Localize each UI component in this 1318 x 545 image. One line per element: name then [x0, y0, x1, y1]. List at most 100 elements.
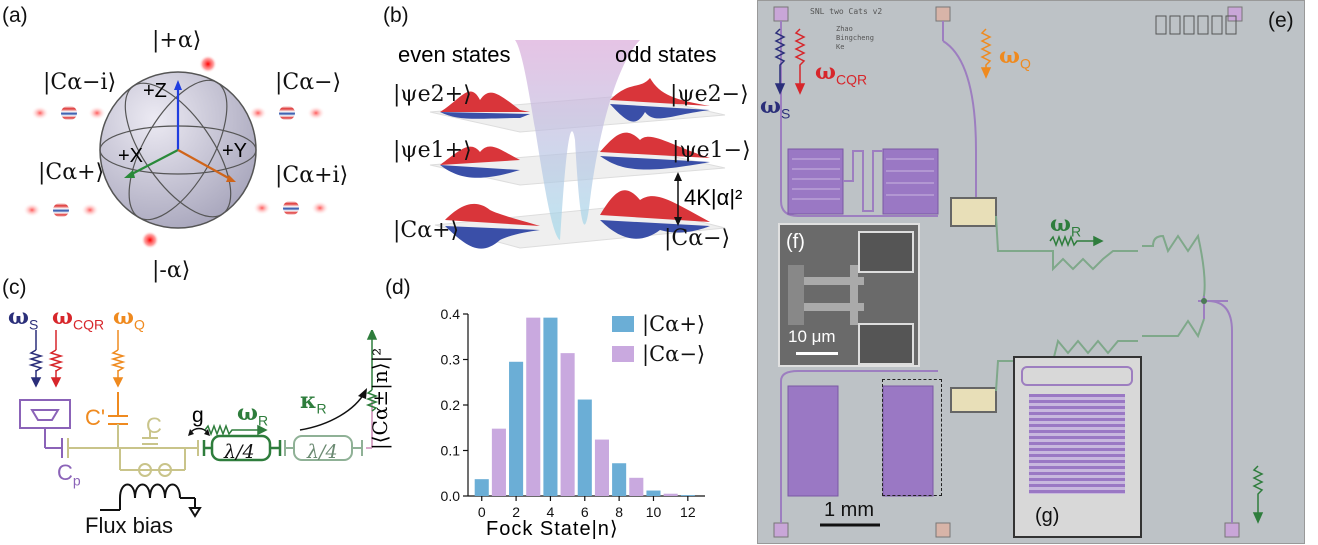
bar-plus-n12	[680, 495, 695, 496]
inset-g-capacitor: (g)	[1013, 356, 1142, 538]
y-tick-label: 0.1	[441, 443, 461, 459]
inset-f-sem: (f) 10 μm	[778, 223, 920, 367]
panel-c-label: (c)	[2, 276, 27, 299]
ket-c-minus: |Cα−⟩	[275, 70, 342, 95]
resonator-lambda4-2	[284, 435, 363, 461]
x-tick-label: 12	[680, 504, 696, 520]
ket-psi-e2-minus: |ψe2−⟩	[670, 82, 749, 107]
cp-label: Cp	[57, 460, 81, 489]
circuit-diagram	[19, 330, 379, 518]
chip-omega-r: ωR	[1050, 211, 1082, 240]
drive-q-arrow	[110, 330, 126, 388]
drive-r-arrow	[204, 423, 268, 437]
panel-e-label: (e)	[1268, 9, 1294, 32]
chip-omega-s: ωS	[760, 93, 791, 122]
bar-minus-n5	[560, 353, 575, 496]
chip-omega-q: ωQ	[999, 43, 1031, 72]
panel-b-label: (b)	[383, 4, 409, 27]
chip-omega-cqr: ωCQR	[815, 59, 868, 88]
cat-state-blob-left-bottom	[23, 203, 99, 217]
bar-minus-n11	[663, 493, 678, 496]
bloch-sphere	[23, 55, 329, 249]
drive-cqr-arrow	[48, 330, 64, 388]
x-tick-label: 4	[547, 504, 555, 520]
ket-c-minus-b: |Cα−⟩	[664, 226, 731, 251]
panel-a-label: (a)	[2, 4, 28, 27]
chip-names-text: Zhao Bingcheng Ke	[836, 25, 874, 51]
chip-title-text: SNL two Cats v2	[810, 7, 883, 16]
bar-minus-n3	[526, 317, 541, 496]
cat-state-blob-right-top	[249, 106, 325, 120]
res2-label: λ/4	[307, 441, 338, 463]
chart-xlabel: Fock State|n⟩	[486, 518, 619, 540]
wavefunction-c-minus	[600, 190, 710, 239]
odd-states-label: odd states	[615, 42, 717, 67]
flux-bias-label: Flux bias	[85, 513, 174, 538]
kappa-r-label: κR	[300, 388, 327, 417]
bar-plus-n8	[612, 463, 627, 496]
wavefunction-e1-plus	[440, 146, 520, 178]
axis-label-z: +Z	[143, 80, 167, 102]
y-tick-label: 0.3	[441, 352, 461, 368]
x-tick-label: 2	[512, 504, 520, 520]
panel-d-label: (d)	[385, 276, 411, 299]
g-label: g	[192, 404, 204, 427]
legend-label-plus: |Cα+⟩	[642, 312, 706, 336]
y-tick-label: 0.0	[441, 488, 461, 504]
chart-ylabel: |⟨Cα±|n⟩|²	[368, 347, 392, 450]
ket-plus-alpha: |+α⟩	[152, 28, 202, 53]
legend-swatch-plus	[612, 316, 634, 332]
inset-f-label: (f)	[786, 231, 805, 253]
chart-legend: |Cα+⟩ |Cα−⟩	[612, 312, 705, 366]
drive-s-arrow	[28, 330, 44, 388]
cat-state-blob-left-top	[31, 106, 106, 120]
y-tick-label: 0.2	[441, 397, 461, 413]
axis-label-x: +X	[118, 145, 144, 167]
wavefunction-c-plus	[445, 203, 540, 249]
energy-level-wavefunctions	[429, 40, 726, 249]
inset-g-frame	[882, 379, 942, 496]
omega-r-label: ωR	[237, 400, 269, 429]
inset-f-scalebar-label: 10 μm	[788, 327, 836, 346]
ket-c-minus-i: |Cα−i⟩	[43, 70, 117, 95]
output-arrow	[365, 330, 379, 412]
bar-plus-n10	[646, 490, 661, 496]
ket-psi-e1-plus: |ψe1+⟩	[393, 138, 472, 163]
c-label: C	[146, 413, 162, 438]
wavefunction-e1-minus	[600, 132, 710, 170]
x-tick-label: 10	[646, 504, 662, 520]
bar-plus-n6	[577, 399, 592, 496]
cprime-label: C'	[85, 405, 106, 430]
bar-minus-n7	[594, 439, 609, 496]
ket-c-plus-b: |Cα+⟩	[393, 218, 460, 243]
inset-f-scalebar	[796, 352, 838, 355]
x-tick-label: 8	[615, 504, 623, 520]
ket-c-plus-i: |Cα+i⟩	[275, 163, 349, 188]
bar-plus-n2	[509, 361, 524, 496]
energy-gap-label: 4K|α|²	[684, 185, 743, 210]
axis-label-y: +Y	[222, 140, 248, 162]
resonator-lambda4-1	[202, 434, 282, 462]
cat-state-blob-right-bottom	[253, 201, 329, 215]
ket-psi-e2-plus: |ψe2+⟩	[393, 82, 472, 107]
bar-minus-n1	[491, 428, 506, 496]
legend-label-minus: |Cα−⟩	[642, 342, 706, 366]
y-tick-label: 0.4	[441, 306, 461, 322]
x-tick-label: 6	[581, 504, 589, 520]
wavefunction-e2-minus	[610, 78, 710, 122]
chip-micrograph: SNL two Cats v2 Zhao Bingcheng Ke (e) ωS…	[757, 0, 1305, 544]
legend-swatch-minus	[612, 346, 634, 362]
bar-plus-n0	[474, 479, 489, 496]
bar-minus-n9	[629, 477, 644, 496]
wavefunction-e2-plus	[440, 91, 530, 119]
inset-g-label: (g)	[1035, 505, 1060, 527]
omega-cqr-label: ωCQR	[52, 304, 105, 333]
bar-plus-n4	[543, 317, 558, 496]
even-states-label: even states	[398, 42, 511, 67]
omega-s-label: ωS	[8, 304, 39, 333]
ket-c-plus: |Cα+⟩	[38, 160, 105, 185]
ket-minus-alpha: |-α⟩	[152, 258, 191, 283]
fock-distribution-chart: 0.0 0.1 0.2 0.3 0.4 0 2 4 6 8 10 12	[441, 306, 705, 520]
omega-q-label: ωQ	[113, 304, 145, 333]
ket-psi-e1-minus: |ψe1−⟩	[672, 138, 751, 163]
